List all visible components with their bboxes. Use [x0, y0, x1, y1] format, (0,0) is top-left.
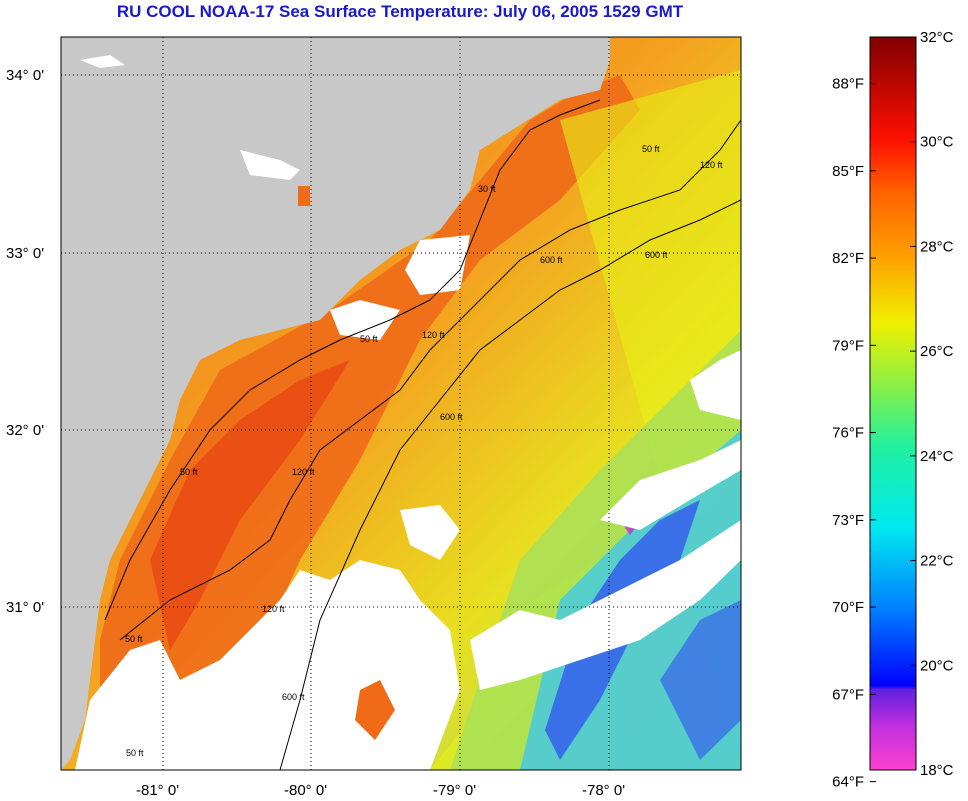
lon-label-79: -79° 0'	[433, 782, 476, 799]
lon-label-81: -81° 0'	[136, 782, 179, 799]
celsius-label: 26°C	[920, 343, 954, 360]
longitude-labels: -81° 0' -80° 0' -79° 0' -78° 0'	[136, 782, 625, 799]
contour-label: 120 ft	[292, 467, 315, 477]
fahrenheit-label: 76°F	[832, 425, 864, 442]
contour-labels: 50 ft 120 ft 600 ft 50 ft 120 ft 600 ft …	[125, 144, 723, 758]
lat-label-32: 32° 0'	[6, 422, 44, 439]
contour-label: 120 ft	[262, 604, 285, 614]
fahrenheit-label: 88°F	[832, 76, 864, 93]
inland-cloud-2	[80, 55, 125, 68]
cloud-patch	[330, 300, 400, 340]
fahrenheit-label: 67°F	[832, 686, 864, 703]
graticule	[61, 37, 741, 770]
fahrenheit-label: 73°F	[832, 512, 864, 529]
celsius-label: 28°C	[920, 238, 954, 255]
lon-label-78: -78° 0'	[582, 782, 625, 799]
contour-label: 50 ft	[360, 334, 378, 344]
fahrenheit-label: 85°F	[832, 163, 864, 180]
contour-label: 600 ft	[282, 692, 305, 702]
fahrenheit-label: 64°F	[832, 774, 864, 791]
cloud-patch-4	[690, 350, 741, 420]
colorbar-ticks	[870, 36, 916, 783]
contour-label: 50 ft	[642, 144, 660, 154]
celsius-labels: 32°C 30°C 28°C 26°C 24°C 22°C 20°C 18°C	[920, 29, 954, 779]
map-frame	[60, 36, 742, 771]
cool-water-streak-2	[660, 600, 741, 760]
warm-patch-in-cloud	[355, 680, 395, 740]
inland-cloud	[240, 150, 300, 180]
contour-label: 120 ft	[700, 160, 723, 170]
colorbar-gradient	[869, 36, 917, 771]
lat-label-31: 31° 0'	[6, 599, 44, 616]
lat-label-34: 34° 0'	[6, 67, 44, 84]
fahrenheit-labels: 88°F 85°F 82°F 79°F 76°F 73°F 70°F 67°F …	[832, 76, 864, 791]
land-area	[61, 37, 610, 770]
inland-lake	[298, 186, 310, 206]
contour-label: 120 ft	[422, 330, 445, 340]
hot-water-patch	[150, 360, 350, 650]
cloud-band	[470, 520, 741, 690]
fahrenheit-label: 70°F	[832, 599, 864, 616]
warm-coastal-water	[100, 75, 640, 770]
lat-label-33: 33° 0'	[6, 245, 44, 262]
temperature-colorbar: 88°F 85°F 82°F 79°F 76°F 73°F 70°F 67°F …	[832, 29, 954, 791]
cloud-band-2	[600, 440, 741, 530]
bathymetry-contours	[104, 99, 741, 770]
celsius-label: 20°C	[920, 657, 954, 674]
contour-label: 50 ft	[126, 748, 144, 758]
celsius-label: 30°C	[920, 134, 954, 151]
fahrenheit-label: 79°F	[832, 337, 864, 354]
contour-label: 50 ft	[180, 467, 198, 477]
contour-label: 30 ft	[478, 184, 496, 194]
cloud-patch-2	[405, 235, 470, 295]
celsius-label: 24°C	[920, 448, 954, 465]
celsius-label: 32°C	[920, 29, 954, 46]
latitude-labels: 34° 0' 33° 0' 32° 0' 31° 0'	[6, 67, 44, 616]
fahrenheit-label: 82°F	[832, 250, 864, 267]
cloud-patch-3	[400, 505, 460, 560]
lon-label-80: -80° 0'	[284, 782, 327, 799]
contour-label: 50 ft	[125, 634, 143, 644]
chart-title: RU COOL NOAA-17 Sea Surface Temperature:…	[116, 2, 684, 21]
celsius-label: 22°C	[920, 553, 954, 570]
celsius-label: 18°C	[920, 762, 954, 779]
contour-label: 600 ft	[440, 412, 463, 422]
contour-label: 600 ft	[540, 255, 563, 265]
contour-label: 600 ft	[645, 250, 668, 260]
